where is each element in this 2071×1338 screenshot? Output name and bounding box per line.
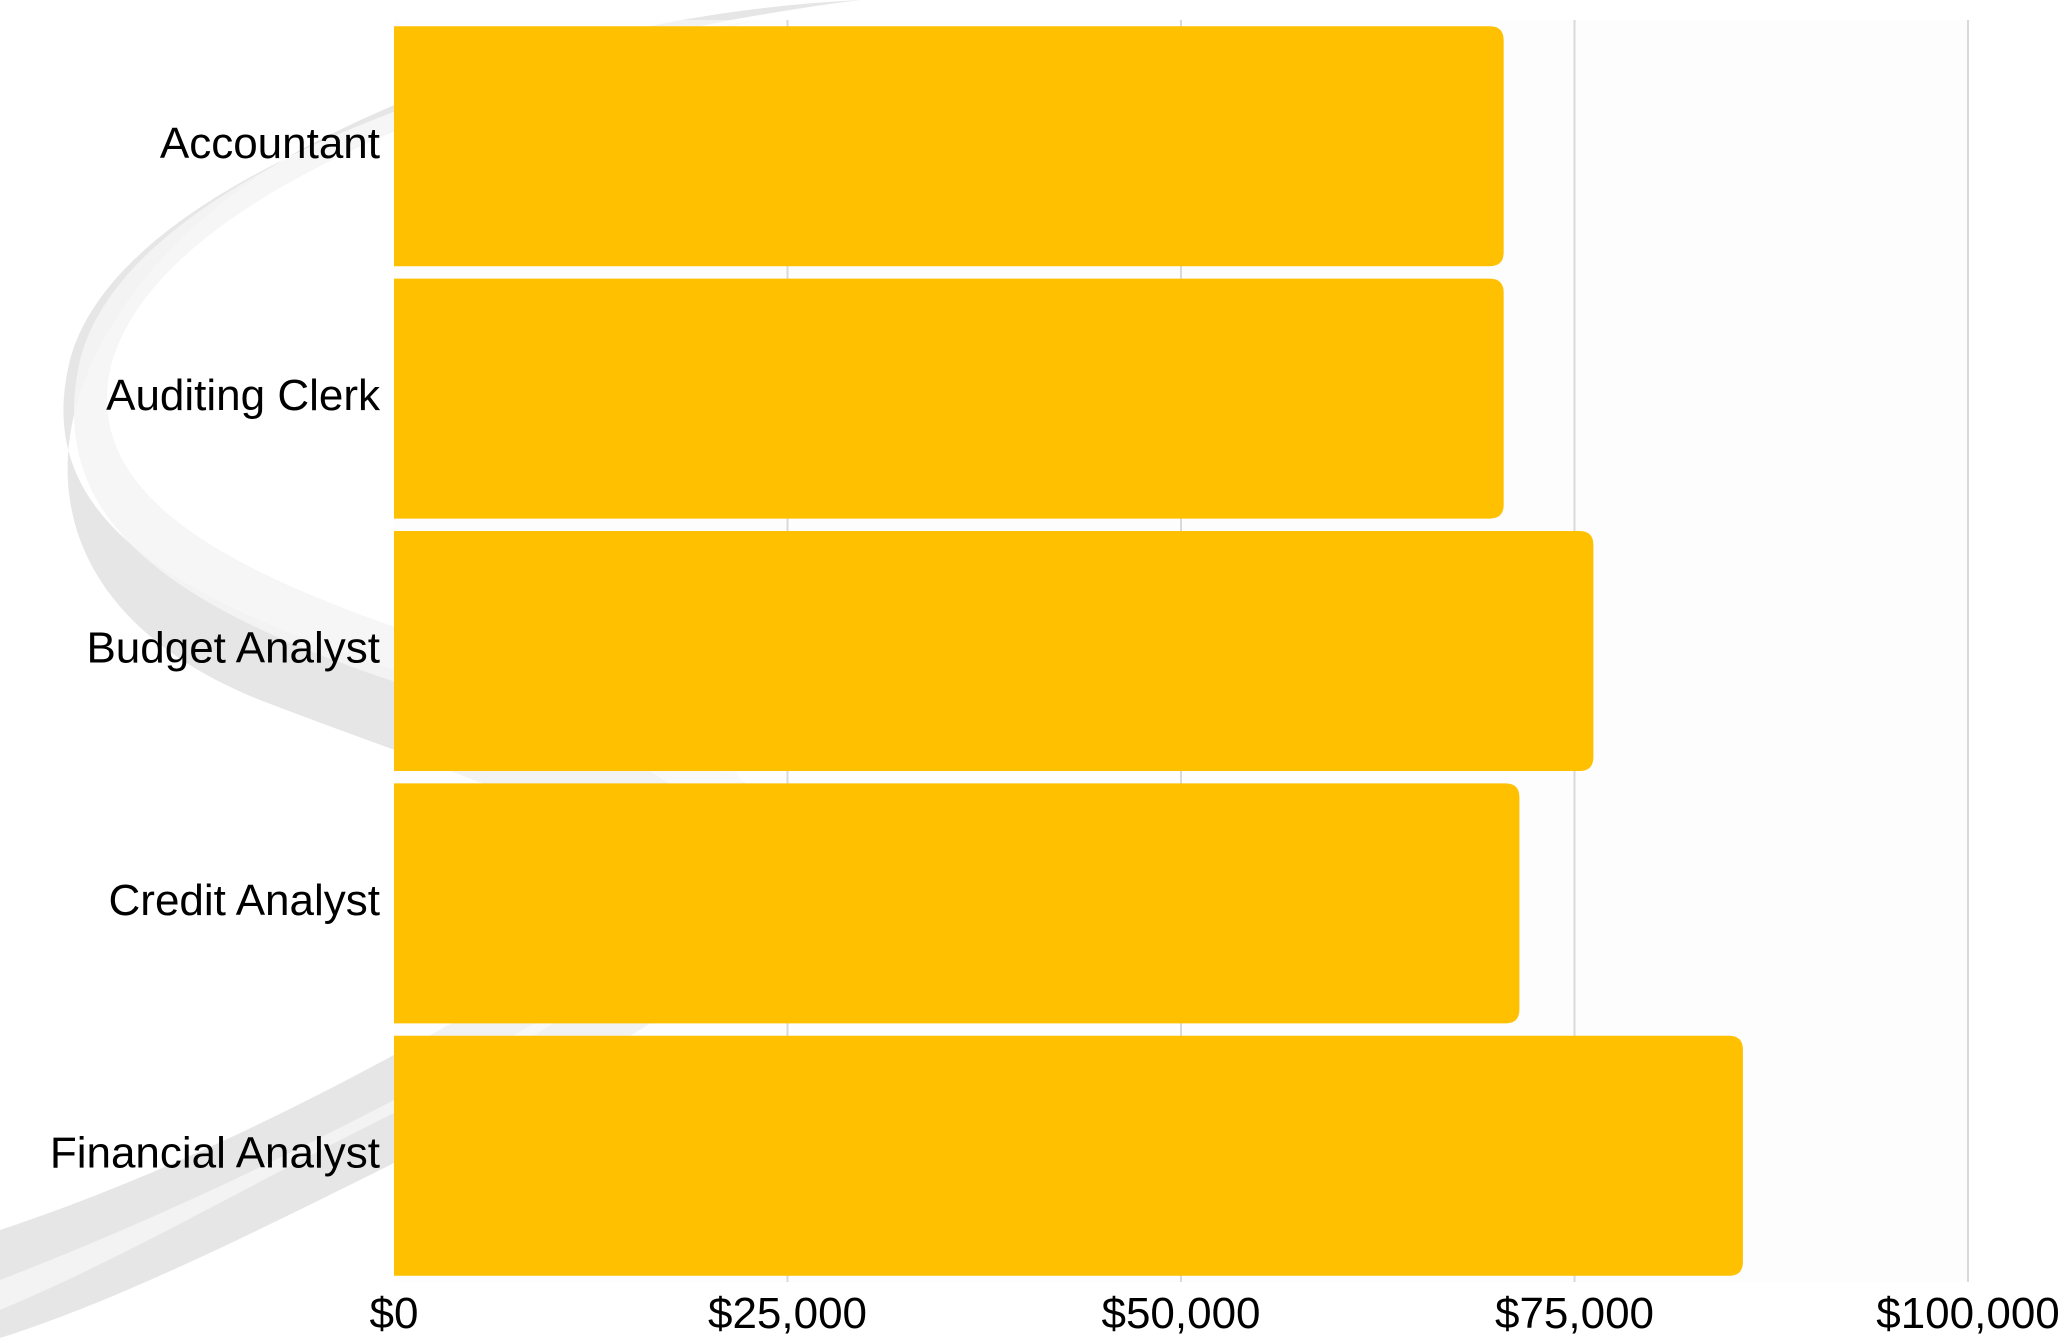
- category-label: Financial Analyst: [50, 1128, 380, 1177]
- category-label: Budget Analyst: [86, 624, 380, 673]
- x-axis-tick-labels: $0 $25,000 $50,000 $75,000 $100,000: [370, 1289, 2060, 1338]
- x-tick-label: $25,000: [708, 1289, 867, 1338]
- x-tick-label: $50,000: [1101, 1289, 1260, 1338]
- category-label: Credit Analyst: [109, 876, 380, 925]
- x-tick-label: $0: [370, 1289, 419, 1338]
- category-label: Auditing Clerk: [106, 371, 381, 420]
- bar-budget-analyst: [394, 531, 1594, 771]
- bar-auditing-clerk: [394, 278, 1504, 519]
- x-tick-label: $100,000: [1876, 1289, 2060, 1338]
- watermark-road-inner: [0, 20, 760, 1310]
- bar-credit-analyst: [394, 783, 1520, 1024]
- category-label: Accountant: [160, 119, 380, 168]
- x-tick-label: $75,000: [1495, 1289, 1654, 1338]
- bar-financial-analyst: [394, 1035, 1743, 1276]
- bars: [394, 26, 1743, 1276]
- bar-accountant: [394, 26, 1504, 267]
- category-labels: Accountant Auditing Clerk Budget Analyst Cr…: [50, 119, 381, 1178]
